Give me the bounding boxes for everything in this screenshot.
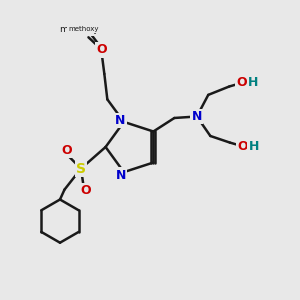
Text: methoxy: methoxy (60, 25, 99, 34)
Text: methoxy: methoxy (68, 26, 99, 32)
Text: S: S (76, 162, 86, 176)
Text: O: O (236, 76, 247, 89)
Text: O: O (97, 44, 107, 56)
Text: N: N (116, 169, 126, 182)
Text: H: H (249, 140, 259, 153)
Text: N: N (115, 114, 125, 127)
Text: N: N (192, 110, 202, 123)
Text: O: O (80, 184, 91, 197)
Text: H: H (248, 76, 258, 89)
Text: O: O (61, 144, 72, 157)
Text: O: O (237, 140, 248, 153)
